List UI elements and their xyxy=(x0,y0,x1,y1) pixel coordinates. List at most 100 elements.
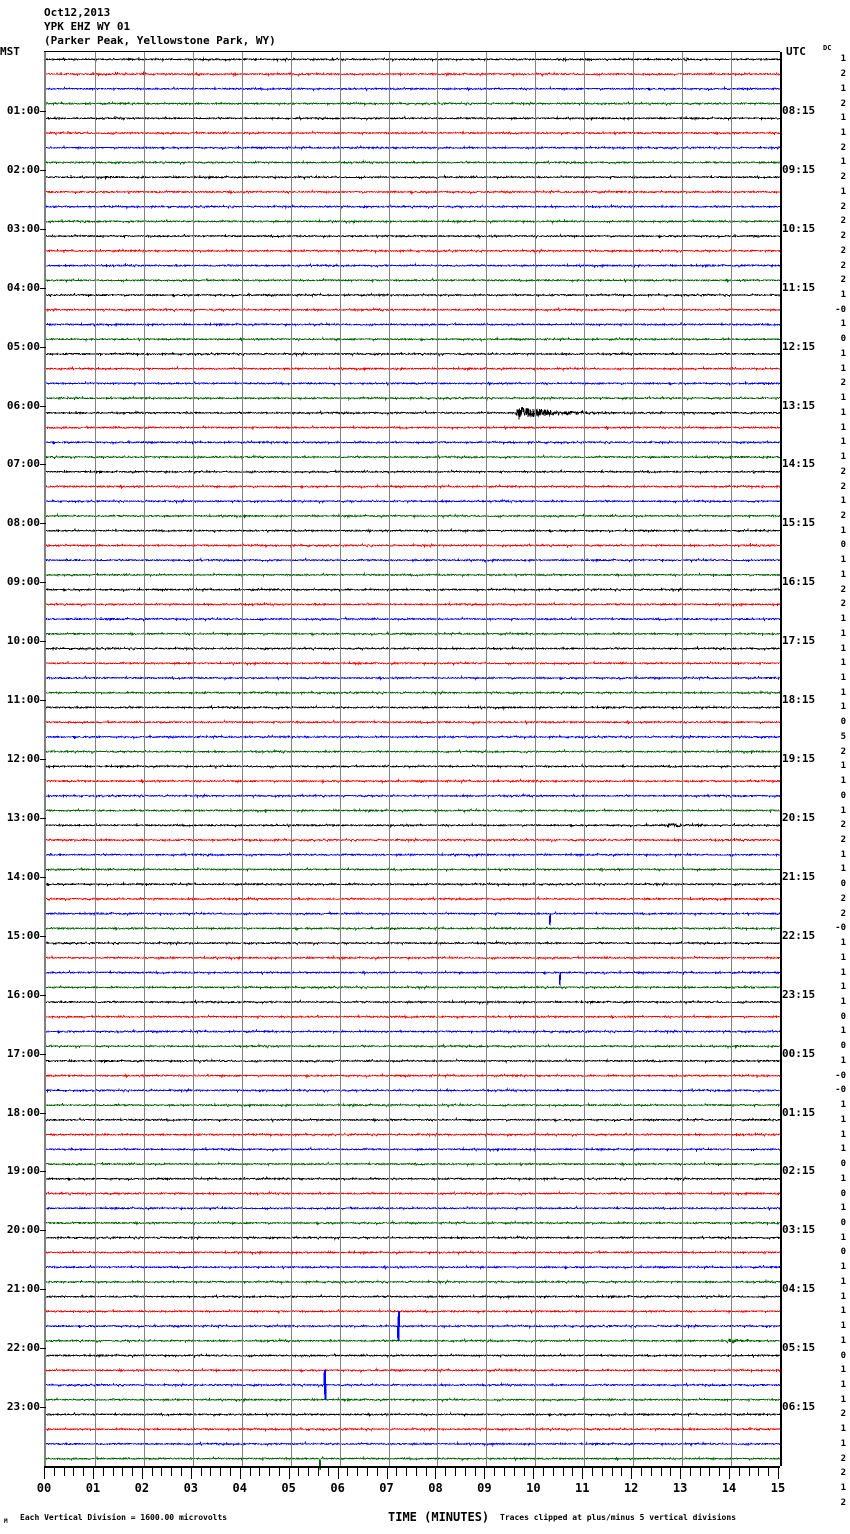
dc-value-84: 1 xyxy=(840,1291,846,1302)
dc-value-20: 1 xyxy=(840,348,846,359)
trace-row-79 xyxy=(45,1219,781,1227)
tick-minor-03-1 xyxy=(200,1468,202,1476)
dc-value-39: 1 xyxy=(840,628,846,639)
hour-label-mst-1900: 19:00 xyxy=(6,1164,40,1178)
hour-label-mst-0900: 09:00 xyxy=(6,575,40,589)
trace-row-74 xyxy=(45,1146,781,1153)
tick-minor-10-4 xyxy=(572,1468,574,1476)
tick-minor-11-3 xyxy=(611,1468,613,1476)
x-tick-label-11: 11 xyxy=(575,1481,590,1495)
hour-label-utc-0615: 06:15 xyxy=(782,1400,816,1414)
dc-value-51: 1 xyxy=(840,805,846,816)
trace-row-57 xyxy=(45,895,781,903)
hour-label-utc-1615: 16:15 xyxy=(782,575,816,589)
hour-tick-23 xyxy=(40,1407,46,1409)
trace-row-78 xyxy=(45,1205,781,1212)
dc-value-45: 0 xyxy=(840,717,846,728)
axis-baseline xyxy=(44,1466,780,1468)
trace-row-9 xyxy=(45,188,781,195)
trace-row-4 xyxy=(45,115,781,122)
hour-label-utc-1915: 19:15 xyxy=(782,752,816,765)
hour-label-mst-0700: 07:00 xyxy=(6,457,40,471)
dc-value-91: 1 xyxy=(840,1394,846,1405)
tick-minor-10-1 xyxy=(543,1468,545,1476)
trace-row-25 xyxy=(45,424,781,431)
trace-row-34 xyxy=(45,557,781,564)
trace-row-91 xyxy=(45,1396,781,1403)
dc-value-47: 2 xyxy=(840,746,846,757)
dc-value-14: 2 xyxy=(840,260,846,271)
hour-label-utc-1415: 14:15 xyxy=(782,457,816,471)
trace-row-37 xyxy=(45,601,781,608)
trace-row-30 xyxy=(45,498,781,505)
hour-label-mst-1700: 17:00 xyxy=(6,1046,40,1060)
hour-tick-22 xyxy=(40,1348,46,1350)
dc-value-26: 1 xyxy=(840,437,846,448)
tick-major-11 xyxy=(582,1468,584,1479)
dc-value-24: 1 xyxy=(840,407,846,418)
trace-row-20 xyxy=(45,350,781,358)
tick-major-14 xyxy=(729,1468,731,1479)
tick-minor-02-4 xyxy=(181,1468,182,1476)
dc-column-header: DC xyxy=(823,44,832,52)
trace-row-40 xyxy=(45,645,781,652)
hour-tick-20 xyxy=(40,1230,46,1232)
trace-row-45 xyxy=(45,719,781,726)
dc-value-54: 1 xyxy=(840,849,846,860)
trace-row-15 xyxy=(45,277,781,284)
trace-row-10 xyxy=(45,203,781,210)
tick-minor-02-2 xyxy=(161,1468,163,1476)
gridline-minute-07 xyxy=(388,52,390,1466)
dc-value-76: 1 xyxy=(840,1173,846,1184)
tick-minor-01-3 xyxy=(122,1468,124,1476)
trace-row-89 xyxy=(45,1367,781,1374)
hour-label-utc-1715: 17:15 xyxy=(782,634,816,648)
tick-minor-14-3 xyxy=(758,1468,760,1476)
dc-value-32: 1 xyxy=(840,525,846,536)
dc-value-27: 1 xyxy=(840,452,846,463)
dc-value-98: 2 xyxy=(840,1497,846,1508)
hour-label-mst-2200: 22:00 xyxy=(6,1341,40,1355)
dc-value-57: 2 xyxy=(840,893,846,904)
tick-minor-11-4 xyxy=(621,1468,623,1476)
left-axis-label: MST xyxy=(0,45,20,58)
trace-row-87 xyxy=(45,1337,781,1345)
gridline-minute-03 xyxy=(192,52,194,1466)
hour-tick-1 xyxy=(40,110,46,112)
dc-value-50: 0 xyxy=(840,790,846,801)
tick-major-03 xyxy=(190,1468,192,1479)
trace-row-58 xyxy=(45,910,781,926)
gridline-minute-08 xyxy=(437,52,439,1466)
trace-row-73 xyxy=(45,1131,781,1138)
hour-label-mst-0300: 03:00 xyxy=(6,221,40,235)
seismogram-traces xyxy=(45,56,781,1471)
dc-value-18: 1 xyxy=(840,319,846,330)
dc-value-49: 1 xyxy=(840,776,846,787)
trace-row-95 xyxy=(45,1455,781,1471)
tick-major-00 xyxy=(44,1468,45,1479)
tick-minor-00-2 xyxy=(63,1468,65,1476)
trace-row-6 xyxy=(45,144,781,151)
trace-row-29 xyxy=(45,483,781,490)
trace-row-65 xyxy=(45,1013,781,1020)
x-tick-label-15: 15 xyxy=(770,1481,786,1495)
dc-value-37: 2 xyxy=(840,599,846,610)
hour-tick-8 xyxy=(40,523,46,525)
gridline-minute-06 xyxy=(339,52,341,1466)
x-tick-label-10: 10 xyxy=(526,1481,541,1495)
dc-value-17: -0 xyxy=(835,304,846,315)
trace-row-86 xyxy=(45,1311,781,1341)
x-tick-label-02: 02 xyxy=(134,1481,150,1495)
trace-row-72 xyxy=(45,1116,781,1123)
trace-row-8 xyxy=(45,174,781,181)
x-tick-label-09: 09 xyxy=(477,1481,492,1495)
dc-value-73: 1 xyxy=(840,1129,846,1140)
x-tick-label-06: 06 xyxy=(330,1481,345,1495)
dc-value-96: 2 xyxy=(840,1468,846,1479)
tick-minor-13-4 xyxy=(719,1468,721,1476)
dc-value-94: 1 xyxy=(840,1438,846,1449)
tick-minor-13-3 xyxy=(709,1468,711,1476)
dc-value-4: 1 xyxy=(840,113,846,124)
tick-minor-11-2 xyxy=(601,1468,603,1476)
footer-axis-title: TIME (MINUTES) xyxy=(388,1510,490,1524)
